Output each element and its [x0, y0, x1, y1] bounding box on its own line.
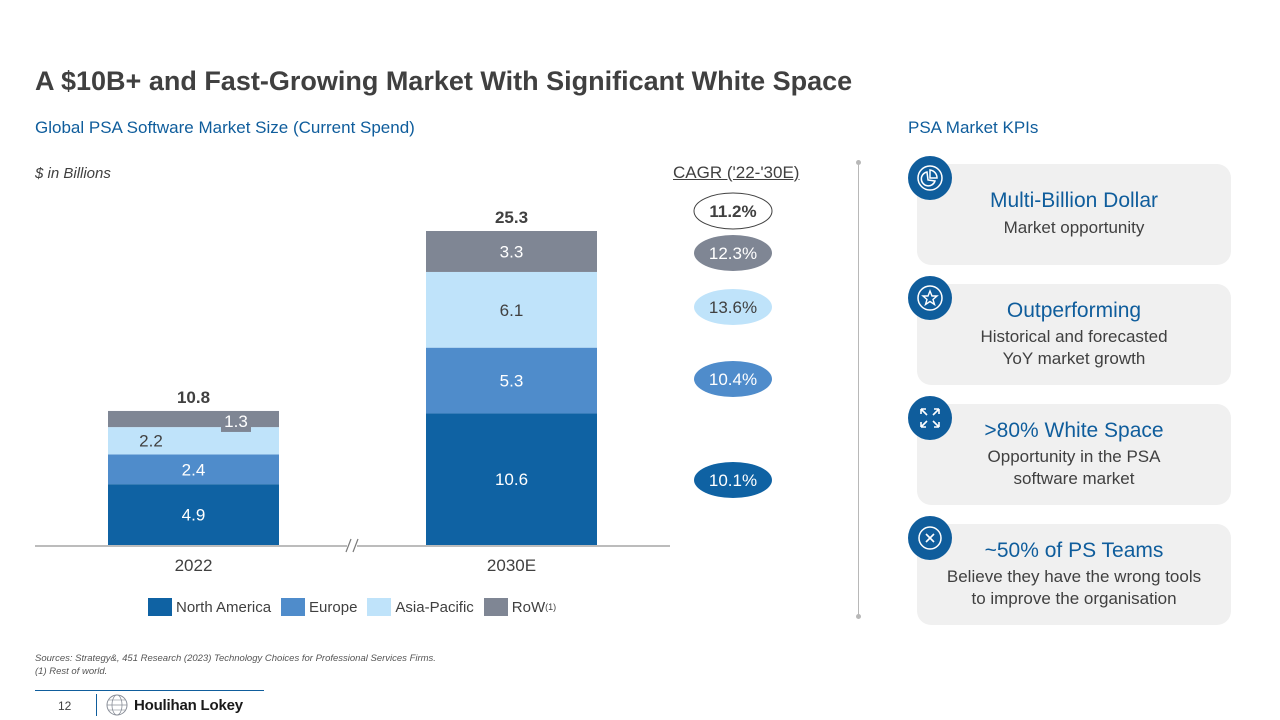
stacked-bar-chart: 4.9 2.4 2.2 1.3 10.8 2022 10.6 5.3 6.1 3.3 25.3 203… [35, 192, 773, 575]
kpi-description-line: Historical and forecasted [980, 327, 1168, 346]
kpi-description-line: software market [1013, 469, 1135, 488]
kpi-heading: Multi-Billion Dollar [989, 189, 1159, 212]
units-note: $ in Billions [35, 165, 111, 182]
kpi-section-title: PSA Market KPIs [908, 118, 1039, 137]
brand-name: Houlihan Lokey [134, 696, 243, 714]
cagr-bubble-europe [694, 361, 772, 397]
legend-item-north-america: North America [148, 598, 271, 616]
legend-label: RoW [511, 598, 546, 616]
cagr-value-europe: 10.4% [709, 370, 757, 389]
legend-item-europe: Europe [281, 598, 357, 616]
bar-segment-row [426, 231, 597, 272]
legend-footnote-marker: (1) [545, 602, 557, 612]
bar-segment-asia-pacific [108, 427, 279, 455]
kpi-heading: Outperforming [1006, 299, 1142, 322]
chart-subtitle: Global PSA Software Market Size (Current… [35, 118, 415, 137]
bar-segment-europe [426, 347, 597, 414]
bar-segment-asia-pacific [426, 271, 597, 348]
category-label: 2030E [487, 556, 536, 575]
globe-logo-icon [106, 694, 128, 716]
axis-break-mark [352, 538, 359, 553]
legend-label: Europe [309, 598, 358, 616]
cagr-value-north-america: 10.1% [709, 471, 757, 490]
footer-separator [96, 694, 97, 716]
data-label-asia-pacific: 6.1 [500, 301, 524, 320]
sources-note: Sources: Strategy&, 451 Research (2023) … [35, 652, 436, 678]
data-label-asia-pacific: 2.2 [139, 432, 163, 451]
bar-segment-europe [108, 454, 279, 485]
kpi-heading: >80% White Space [984, 419, 1164, 442]
chart-legend: North America Europe Asia-Pacific RoW (1) [148, 598, 566, 616]
legend-label: North America [176, 598, 272, 616]
cagr-bubble-total [693, 192, 773, 230]
expand-arrows-icon [908, 396, 952, 440]
cagr-bubble-row [694, 235, 772, 271]
data-label-europe: 2.4 [182, 460, 206, 479]
legend-item-asia-pacific: Asia-Pacific [367, 598, 474, 616]
section-divider [858, 162, 859, 617]
page-title: A $10B+ and Fast-Growing Market With Sig… [35, 66, 853, 96]
data-label-north-america: 4.9 [182, 506, 206, 525]
kpi-description-line: Believe they have the wrong tools [946, 567, 1202, 586]
legend-swatch [367, 598, 392, 616]
legend-label: Asia-Pacific [395, 598, 474, 616]
data-label-north-america: 10.6 [495, 470, 528, 489]
data-label-row: 1.3 [224, 412, 248, 431]
legend-item-row: RoW (1) [483, 598, 557, 616]
page-number: 12 [58, 699, 72, 713]
data-label-row: 3.3 [500, 242, 524, 261]
total-label: 25.3 [495, 208, 528, 227]
cagr-value-row: 12.3% [709, 244, 757, 263]
kpi-card-white-space: >80% White Space Opportunity in the PSA … [917, 404, 1231, 505]
total-label: 10.8 [177, 388, 210, 407]
divider-dot-bottom [856, 614, 861, 619]
kpi-card-ps-teams: ~50% of PS Teams Believe they have the w… [917, 524, 1231, 625]
legend-swatch [483, 598, 508, 616]
footnote-line: (1) Rest of world. [35, 666, 108, 677]
cagr-bubble-north-america [694, 462, 772, 498]
kpi-description-line: to improve the organisation [971, 589, 1177, 608]
sources-line: Sources: Strategy&, 451 Research (2023) … [35, 653, 436, 664]
cagr-title: CAGR ('22-'30E) [673, 163, 800, 182]
bar-segment-north-america [426, 413, 597, 545]
kpi-heading: ~50% of PS Teams [984, 539, 1164, 562]
brand-logo: Houlihan Lokey [106, 694, 243, 716]
footer-rule [35, 690, 264, 691]
star-badge-icon [908, 276, 952, 320]
cagr-bubble-asia-pacific [694, 289, 772, 325]
kpi-card-outperforming: Outperforming Historical and forecasted … [917, 284, 1231, 385]
kpi-description-line: YoY market growth [1002, 349, 1146, 368]
legend-swatch [148, 598, 172, 616]
bar-segment-row [108, 410, 279, 428]
cagr-value-asia-pacific: 13.6% [709, 298, 757, 317]
kpi-description-line: Opportunity in the PSA [987, 447, 1161, 466]
x-circle-icon [908, 516, 952, 560]
kpi-card-market-size: Multi-Billion Dollar Market opportunity [917, 164, 1231, 265]
axis-break-mark [345, 538, 352, 553]
divider-dot-top [856, 160, 861, 165]
legend-swatch [281, 598, 306, 616]
axis-break-gap [347, 539, 357, 553]
bar-segment-north-america [108, 484, 279, 545]
category-label: 2022 [175, 556, 213, 575]
cagr-value-total: 11.2% [709, 202, 756, 221]
pie-chart-icon [908, 156, 952, 200]
kpi-description: Market opportunity [1003, 218, 1145, 237]
row-label-background [221, 411, 251, 432]
data-label-europe: 5.3 [500, 372, 524, 391]
